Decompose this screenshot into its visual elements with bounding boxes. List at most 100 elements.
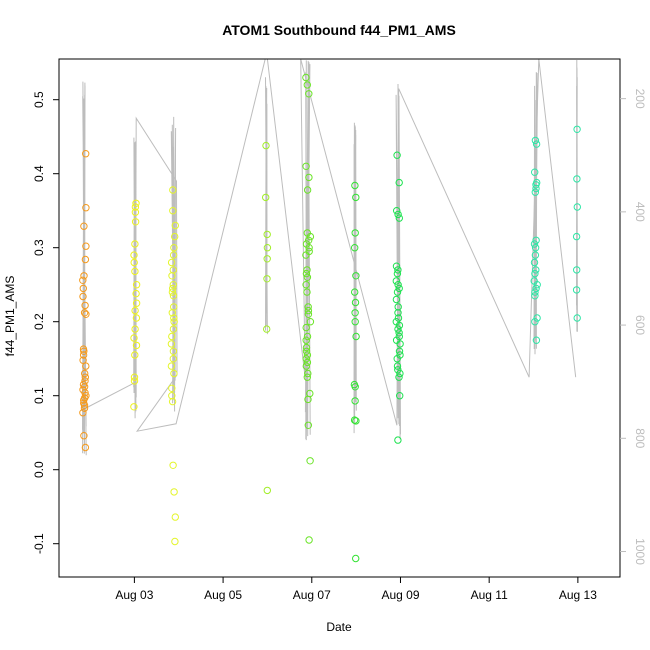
y2-tick-label: 1000 bbox=[633, 538, 647, 565]
data-point bbox=[132, 314, 141, 322]
y2-tick-label: 200 bbox=[633, 89, 647, 109]
data-point bbox=[351, 181, 359, 190]
data-point bbox=[130, 403, 138, 411]
data-point bbox=[80, 309, 89, 317]
data-point bbox=[170, 488, 178, 496]
data-point bbox=[303, 81, 311, 89]
data-point bbox=[168, 288, 177, 296]
data-point bbox=[530, 240, 539, 248]
y2-tick-label: 400 bbox=[633, 202, 647, 222]
data-point bbox=[392, 295, 401, 304]
data-point bbox=[170, 318, 178, 326]
data-point bbox=[80, 222, 88, 230]
data-point bbox=[303, 186, 312, 194]
x-tick-label: Aug 11 bbox=[471, 588, 508, 602]
data-point bbox=[170, 244, 178, 252]
data-point bbox=[573, 203, 581, 211]
data-point bbox=[169, 292, 178, 300]
data-point bbox=[79, 284, 88, 293]
data-point bbox=[395, 214, 403, 222]
data-point bbox=[351, 383, 359, 391]
data-point bbox=[351, 298, 360, 307]
data-point bbox=[531, 251, 540, 259]
data-point bbox=[302, 251, 310, 259]
data-point bbox=[171, 513, 180, 521]
data-point bbox=[169, 284, 177, 293]
data-point bbox=[350, 416, 359, 424]
data-point bbox=[169, 281, 178, 289]
data-point bbox=[263, 275, 271, 283]
data-point bbox=[170, 369, 178, 378]
data-point bbox=[168, 332, 176, 341]
y-tick-label: 0.4 bbox=[32, 165, 46, 182]
data-point bbox=[167, 362, 176, 370]
data-point bbox=[263, 230, 271, 239]
data-point bbox=[533, 281, 541, 289]
data-point bbox=[394, 309, 402, 317]
data-point bbox=[532, 184, 540, 193]
data-point bbox=[171, 537, 179, 546]
data-point bbox=[305, 90, 313, 98]
chart-title: ATOM1 Southbound f44_PM1_AMS bbox=[222, 22, 456, 38]
data-point bbox=[131, 306, 139, 315]
track-segment bbox=[170, 116, 177, 412]
data-point bbox=[533, 314, 541, 322]
y-tick-label: 0.1 bbox=[32, 387, 46, 404]
data-point bbox=[351, 309, 359, 317]
data-point bbox=[304, 421, 312, 429]
data-point bbox=[394, 210, 402, 219]
data-point bbox=[80, 272, 88, 280]
data-point bbox=[303, 288, 311, 296]
data-point bbox=[352, 554, 360, 563]
data-point bbox=[81, 255, 90, 264]
data-point bbox=[80, 347, 88, 355]
data-point bbox=[304, 303, 312, 311]
track-line-group bbox=[80, 59, 578, 456]
data-point bbox=[306, 232, 315, 241]
data-point bbox=[392, 277, 400, 285]
data-point bbox=[169, 251, 178, 259]
data-point bbox=[82, 150, 90, 158]
data-point bbox=[304, 306, 313, 315]
data-point bbox=[130, 377, 139, 385]
data-point bbox=[352, 193, 360, 202]
data-point bbox=[573, 314, 581, 322]
data-point bbox=[393, 355, 401, 363]
data-point bbox=[263, 244, 272, 252]
data-point bbox=[130, 251, 138, 259]
data-point bbox=[79, 292, 87, 301]
data-point bbox=[81, 389, 89, 397]
data-point bbox=[131, 351, 139, 359]
data-point bbox=[82, 242, 90, 250]
data-point bbox=[168, 309, 177, 317]
data-point bbox=[303, 332, 312, 341]
data-point bbox=[394, 325, 402, 333]
data-point bbox=[169, 347, 178, 355]
data-point bbox=[82, 310, 90, 318]
data-point bbox=[81, 301, 89, 310]
data-point bbox=[305, 236, 313, 245]
data-point bbox=[130, 258, 138, 267]
data-point bbox=[531, 292, 539, 300]
y-tick-label: 0.5 bbox=[32, 91, 46, 108]
data-point bbox=[352, 417, 360, 425]
data-point bbox=[393, 288, 402, 296]
data-point bbox=[303, 266, 311, 274]
data-point bbox=[352, 332, 360, 341]
data-point bbox=[79, 409, 87, 417]
data-point bbox=[169, 325, 178, 333]
data-point bbox=[531, 244, 540, 252]
data-point bbox=[532, 140, 541, 148]
data-point bbox=[351, 397, 359, 405]
data-point bbox=[302, 355, 310, 363]
data-point bbox=[303, 351, 312, 359]
data-point bbox=[81, 369, 89, 378]
track-segment bbox=[395, 83, 401, 440]
data-point bbox=[132, 341, 141, 350]
data-point bbox=[305, 536, 313, 544]
data-point bbox=[306, 457, 314, 465]
track-segment bbox=[133, 137, 137, 419]
data-point bbox=[351, 229, 359, 237]
data-point bbox=[305, 244, 313, 252]
